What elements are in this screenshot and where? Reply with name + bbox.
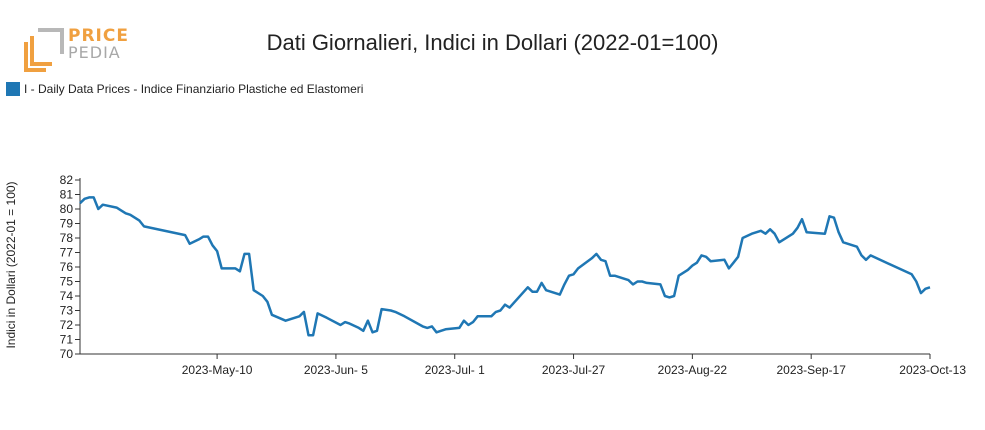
series-layer bbox=[79, 196, 931, 337]
y-tick-label: 73 bbox=[60, 304, 74, 318]
y-tick-label: 74 bbox=[60, 289, 74, 303]
logo-mark-icon bbox=[24, 28, 64, 72]
y-tick-label: 80 bbox=[60, 202, 74, 216]
legend: I - Daily Data Prices - Indice Finanziar… bbox=[6, 80, 363, 98]
y-tick-label: 81 bbox=[60, 188, 74, 202]
x-tick-label: 2023-Jun- 5 bbox=[304, 363, 368, 377]
logo-word-pedia: PEDIA bbox=[68, 43, 121, 62]
logo-word-price: PRICE bbox=[68, 26, 129, 46]
x-axis: 2023-May-10 2023-Jun- 5 2023-Jul- 1 2023-Ju… bbox=[80, 353, 966, 377]
y-tick-label: 78 bbox=[60, 231, 74, 245]
series-line bbox=[79, 196, 931, 337]
y-tick-label: 70 bbox=[60, 347, 74, 361]
y-tick-label: 77 bbox=[60, 246, 74, 260]
x-tick-label: 2023-Jul-27 bbox=[542, 363, 606, 377]
x-tick-label: 2023-Jul- 1 bbox=[425, 363, 485, 377]
y-tick-label: 82 bbox=[60, 173, 74, 187]
x-tick-label: 2023-Sep-17 bbox=[776, 363, 846, 377]
y-tick-label: 79 bbox=[60, 217, 74, 231]
legend-label: I - Daily Data Prices - Indice Finanziar… bbox=[24, 82, 364, 96]
y-tick-label: 71 bbox=[60, 333, 74, 347]
y-tick-label: 76 bbox=[60, 260, 74, 274]
y-axis-title: Indici in Dollari (2022-01 = 100) bbox=[4, 181, 18, 348]
y-tick-label: 72 bbox=[60, 318, 74, 332]
x-tick-label: 2023-Aug-22 bbox=[658, 363, 728, 377]
chart-title: Dati Giornalieri, Indici in Dollari (202… bbox=[266, 30, 719, 55]
y-tick-label: 75 bbox=[60, 275, 74, 289]
x-tick-label: 2023-May-10 bbox=[182, 363, 253, 377]
pricepedia-logo: PRICE PEDIA bbox=[20, 26, 130, 76]
legend-swatch bbox=[6, 82, 20, 96]
x-tick-label: 2023-Oct-13 bbox=[899, 363, 966, 377]
